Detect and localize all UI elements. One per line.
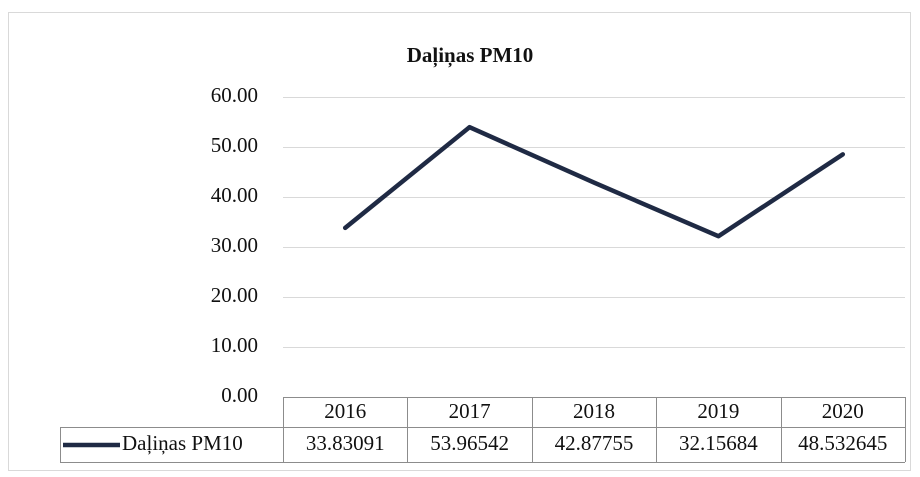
data-line bbox=[342, 124, 846, 239]
table-value: 48.532645 bbox=[798, 431, 887, 455]
y-tick-label: 10.00 bbox=[211, 333, 258, 357]
chart-border bbox=[8, 12, 911, 471]
data-table-lines bbox=[60, 427, 905, 463]
x-tick-label: 2020 bbox=[822, 399, 864, 423]
y-tick-label: 50.00 bbox=[211, 133, 258, 157]
y-tick-label: 60.00 bbox=[211, 83, 258, 107]
x-tick-label: 2016 bbox=[324, 399, 366, 423]
y-tick-label: 30.00 bbox=[211, 233, 258, 257]
legend-label: Daļiņas PM10 bbox=[122, 431, 243, 455]
table-value: 32.15684 bbox=[679, 431, 758, 455]
table-value: 33.83091 bbox=[306, 431, 385, 455]
x-tick-label: 2019 bbox=[697, 399, 739, 423]
chart-title: Daļiņas PM10 bbox=[407, 43, 534, 68]
y-tick-label: 0.00 bbox=[221, 383, 258, 407]
x-tick-label: 2018 bbox=[573, 399, 615, 423]
x-tick-label: 2017 bbox=[449, 399, 491, 423]
table-value: 53.96542 bbox=[430, 431, 509, 455]
table-value: 42.87755 bbox=[555, 431, 634, 455]
y-tick-label: 20.00 bbox=[211, 283, 258, 307]
y-tick-label: 40.00 bbox=[211, 183, 258, 207]
